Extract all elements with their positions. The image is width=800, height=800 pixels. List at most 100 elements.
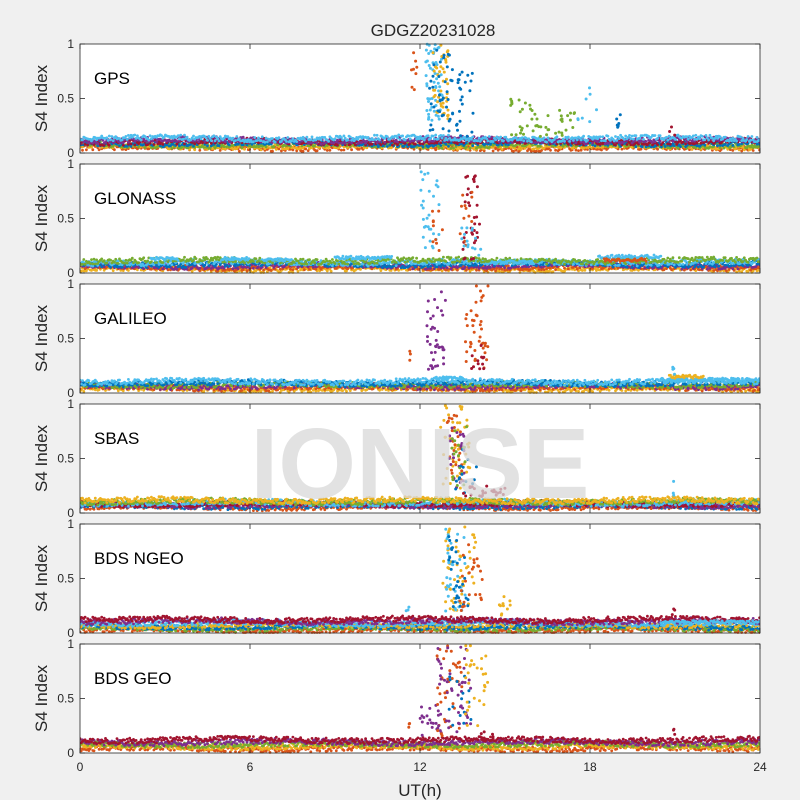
baseline-point xyxy=(309,138,313,142)
baseline-point xyxy=(500,148,504,151)
baseline-point xyxy=(105,136,109,140)
baseline-point xyxy=(178,144,181,148)
baseline-point xyxy=(444,142,448,146)
baseline-point xyxy=(518,145,522,149)
baseline-point xyxy=(87,146,91,149)
baseline-point xyxy=(295,149,299,153)
baseline-point xyxy=(301,149,305,153)
baseline-point xyxy=(462,141,466,145)
baseline-point xyxy=(579,146,583,150)
baseline-point xyxy=(527,137,531,141)
burst-point xyxy=(432,88,436,92)
baseline-point xyxy=(272,145,276,149)
baseline-point xyxy=(601,135,605,139)
baseline-point xyxy=(121,141,125,145)
baseline-point xyxy=(672,144,676,148)
baseline-point xyxy=(730,139,733,143)
baseline-point xyxy=(81,138,84,142)
baseline-point xyxy=(241,143,245,147)
baseline-point xyxy=(278,267,282,271)
baseline-point xyxy=(758,148,760,152)
baseline-point xyxy=(698,137,702,141)
baseline-point xyxy=(572,139,575,142)
baseline-point xyxy=(754,140,758,144)
baseline-point xyxy=(396,143,399,147)
burst-point xyxy=(431,51,435,55)
baseline-point xyxy=(171,143,175,146)
baseline-point xyxy=(658,140,662,143)
baseline-point xyxy=(280,149,283,153)
baseline-point xyxy=(401,134,404,138)
baseline-point xyxy=(354,143,357,147)
burst-point xyxy=(470,71,474,75)
burst-point xyxy=(428,128,432,132)
burst-point xyxy=(439,104,443,108)
baseline-point xyxy=(739,135,742,139)
burst-point xyxy=(438,98,442,102)
baseline-point xyxy=(91,148,95,152)
burst-point xyxy=(451,112,455,116)
burst-point xyxy=(437,117,441,121)
baseline-point xyxy=(630,146,634,149)
baseline-point xyxy=(118,144,121,148)
burst-point xyxy=(465,134,469,138)
baseline-point xyxy=(623,138,626,141)
baseline-point xyxy=(695,141,699,145)
burst-point xyxy=(510,133,514,137)
burst-point xyxy=(517,98,521,102)
baseline-point xyxy=(607,267,611,271)
baseline-point xyxy=(563,139,566,143)
baseline-point xyxy=(296,269,300,273)
baseline-point xyxy=(545,140,548,144)
baseline-point xyxy=(467,139,471,143)
burst-point xyxy=(432,69,436,73)
baseline-point xyxy=(257,136,260,140)
baseline-point xyxy=(206,144,209,148)
baseline-point xyxy=(568,140,571,143)
baseline-point xyxy=(464,145,468,149)
baseline-point xyxy=(726,147,730,151)
burst-point xyxy=(445,65,449,69)
scatter-points xyxy=(80,42,760,154)
burst-point xyxy=(412,88,416,92)
baseline-point xyxy=(598,135,602,139)
burst-point xyxy=(544,125,548,129)
baseline-point xyxy=(340,148,343,152)
burst-point xyxy=(668,130,672,133)
baseline-point xyxy=(107,143,111,147)
baseline-point xyxy=(217,144,221,148)
baseline-point xyxy=(679,145,682,149)
baseline-point xyxy=(507,143,510,147)
baseline-point xyxy=(634,145,638,149)
baseline-point xyxy=(113,148,116,152)
baseline-point xyxy=(663,145,667,148)
baseline-point xyxy=(731,144,735,147)
baseline-point xyxy=(160,134,164,138)
burst-point xyxy=(531,129,535,133)
baseline-point xyxy=(297,141,301,145)
baseline-point xyxy=(510,141,514,144)
baseline-point xyxy=(286,136,290,139)
baseline-point xyxy=(554,148,557,152)
baseline-point xyxy=(480,145,483,148)
burst-point xyxy=(437,75,441,78)
baseline-point xyxy=(193,148,197,152)
baseline-point xyxy=(396,136,399,140)
baseline-point xyxy=(252,140,255,144)
burst-point xyxy=(431,85,435,89)
baseline-point xyxy=(722,146,726,150)
baseline-point xyxy=(620,147,624,151)
baseline-point xyxy=(624,134,628,138)
baseline-point xyxy=(241,135,245,139)
burst-point xyxy=(522,132,525,136)
burst-point xyxy=(546,114,550,118)
baseline-point xyxy=(304,140,308,143)
burst-point xyxy=(444,60,448,64)
burst-point xyxy=(446,82,450,86)
baseline-point xyxy=(456,142,459,146)
baseline-point xyxy=(447,144,450,148)
baseline-point xyxy=(708,145,712,149)
baseline-point xyxy=(445,138,449,142)
baseline-point xyxy=(716,144,719,148)
baseline-point xyxy=(570,136,574,140)
